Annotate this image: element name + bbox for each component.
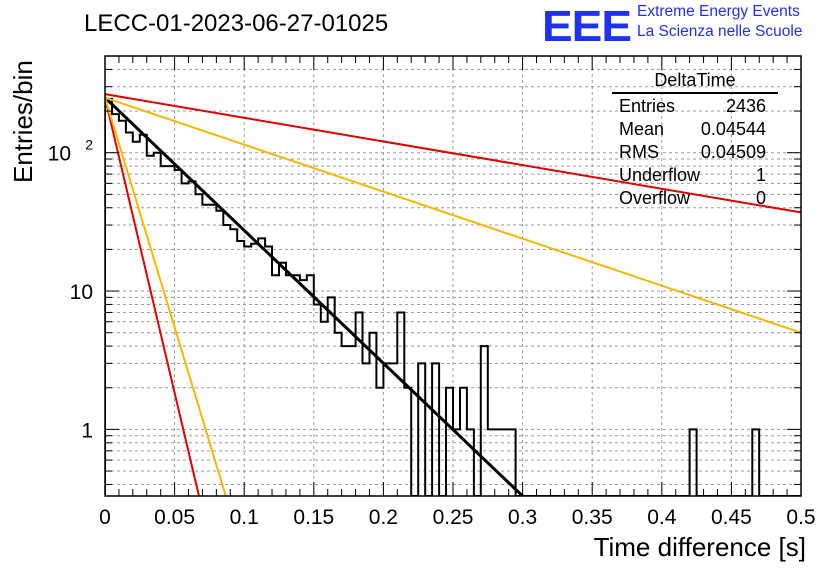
- y-tick-label-exp: 2: [85, 137, 93, 153]
- x-axis-label: Time difference [s]: [593, 532, 806, 562]
- y-axis-label: Entries/bin: [8, 60, 38, 183]
- stats-label: Mean: [619, 119, 665, 139]
- fit-curve-0: [105, 96, 524, 496]
- stats-value: 0.04509: [700, 142, 766, 162]
- x-tick-label: 0.5: [786, 506, 815, 529]
- stats-title: DeltaTime: [612, 70, 778, 94]
- fit-curve-4: [105, 97, 227, 496]
- stats-label: Underflow: [619, 165, 701, 185]
- eee-logo: EEE: [542, 0, 632, 51]
- eee-logo-line1: Extreme Energy Events: [637, 3, 800, 20]
- stats-row-rms: RMS 0.04509: [612, 141, 778, 164]
- stats-value: 2436: [725, 96, 766, 116]
- x-tick-label: 0.3: [508, 506, 537, 529]
- stats-label: Overflow: [619, 188, 691, 208]
- stats-row-overflow: Overflow 0: [612, 187, 778, 210]
- x-tick-label: 0.35: [572, 506, 613, 529]
- fit-curve-2: [105, 96, 801, 334]
- x-tick-label: 0.15: [293, 506, 334, 529]
- fit-curve-1: [105, 93, 801, 214]
- x-tick-label: 0.1: [230, 506, 259, 529]
- chart-title: LECC-01-2023-06-27-01025: [84, 10, 389, 37]
- y-tick-label: 10: [48, 143, 71, 166]
- stats-box: DeltaTime Entries 2436 Mean 0.04544 RMS 0.0…: [612, 70, 778, 210]
- stats-value: 1: [755, 165, 766, 185]
- histogram-step: [105, 97, 801, 496]
- stats-label: RMS: [619, 142, 659, 162]
- y-tick-label: 1: [81, 419, 93, 442]
- stats-value: 0: [755, 188, 766, 208]
- fit-curve-3: [105, 97, 200, 496]
- x-tick-label: 0.2: [369, 506, 398, 529]
- stats-row-entries: Entries 2436: [612, 95, 778, 118]
- x-tick-label: 0.45: [711, 506, 752, 529]
- x-tick-label: 0.05: [154, 506, 195, 529]
- x-tick-label: 0: [99, 506, 111, 529]
- eee-logo-line2: La Scienza nelle Scuole: [637, 23, 803, 40]
- stats-row-mean: Mean 0.04544: [612, 118, 778, 141]
- y-tick-label: 10: [70, 281, 93, 304]
- stats-row-underflow: Underflow 1: [612, 164, 778, 187]
- stats-value: 0.04544: [700, 119, 766, 139]
- stats-label: Entries: [619, 96, 676, 116]
- x-tick-label: 0.4: [647, 506, 677, 529]
- x-tick-label: 0.25: [433, 506, 474, 529]
